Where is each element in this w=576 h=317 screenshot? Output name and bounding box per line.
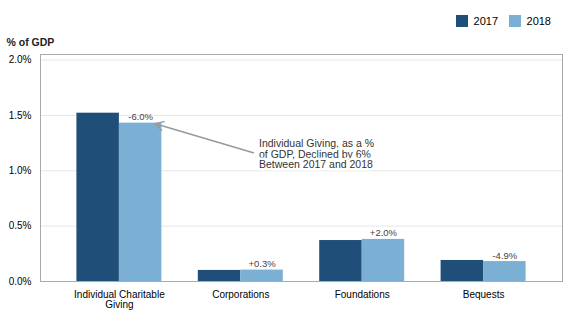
svg-text:0.5%: 0.5%	[9, 220, 32, 231]
svg-text:Bequests: Bequests	[463, 289, 505, 300]
svg-text:+2.0%: +2.0%	[370, 227, 398, 238]
svg-text:Corporations: Corporations	[212, 289, 269, 300]
svg-text:-6.0%: -6.0%	[128, 111, 153, 122]
svg-text:1.0%: 1.0%	[9, 165, 32, 176]
svg-text:% of GDP: % of GDP	[7, 36, 55, 48]
html-text:2017: 2017	[473, 14, 498, 27]
svg-text:Individual Giving, as a %of GD: Individual Giving, as a %of GDP, Decline…	[259, 137, 374, 170]
svg-text:2.0%: 2.0%	[9, 54, 32, 65]
svg-text:+0.3%: +0.3%	[248, 258, 276, 269]
svg-text:Individual CharitableGiving: Individual CharitableGiving	[74, 289, 165, 310]
svg-text:0.0%: 0.0%	[9, 276, 32, 287]
svg-text:-4.9%: -4.9%	[492, 250, 517, 261]
svg-text:1.5%: 1.5%	[9, 110, 32, 121]
svg-text:Foundations: Foundations	[335, 289, 390, 300]
html-text:2018: 2018	[526, 14, 551, 27]
